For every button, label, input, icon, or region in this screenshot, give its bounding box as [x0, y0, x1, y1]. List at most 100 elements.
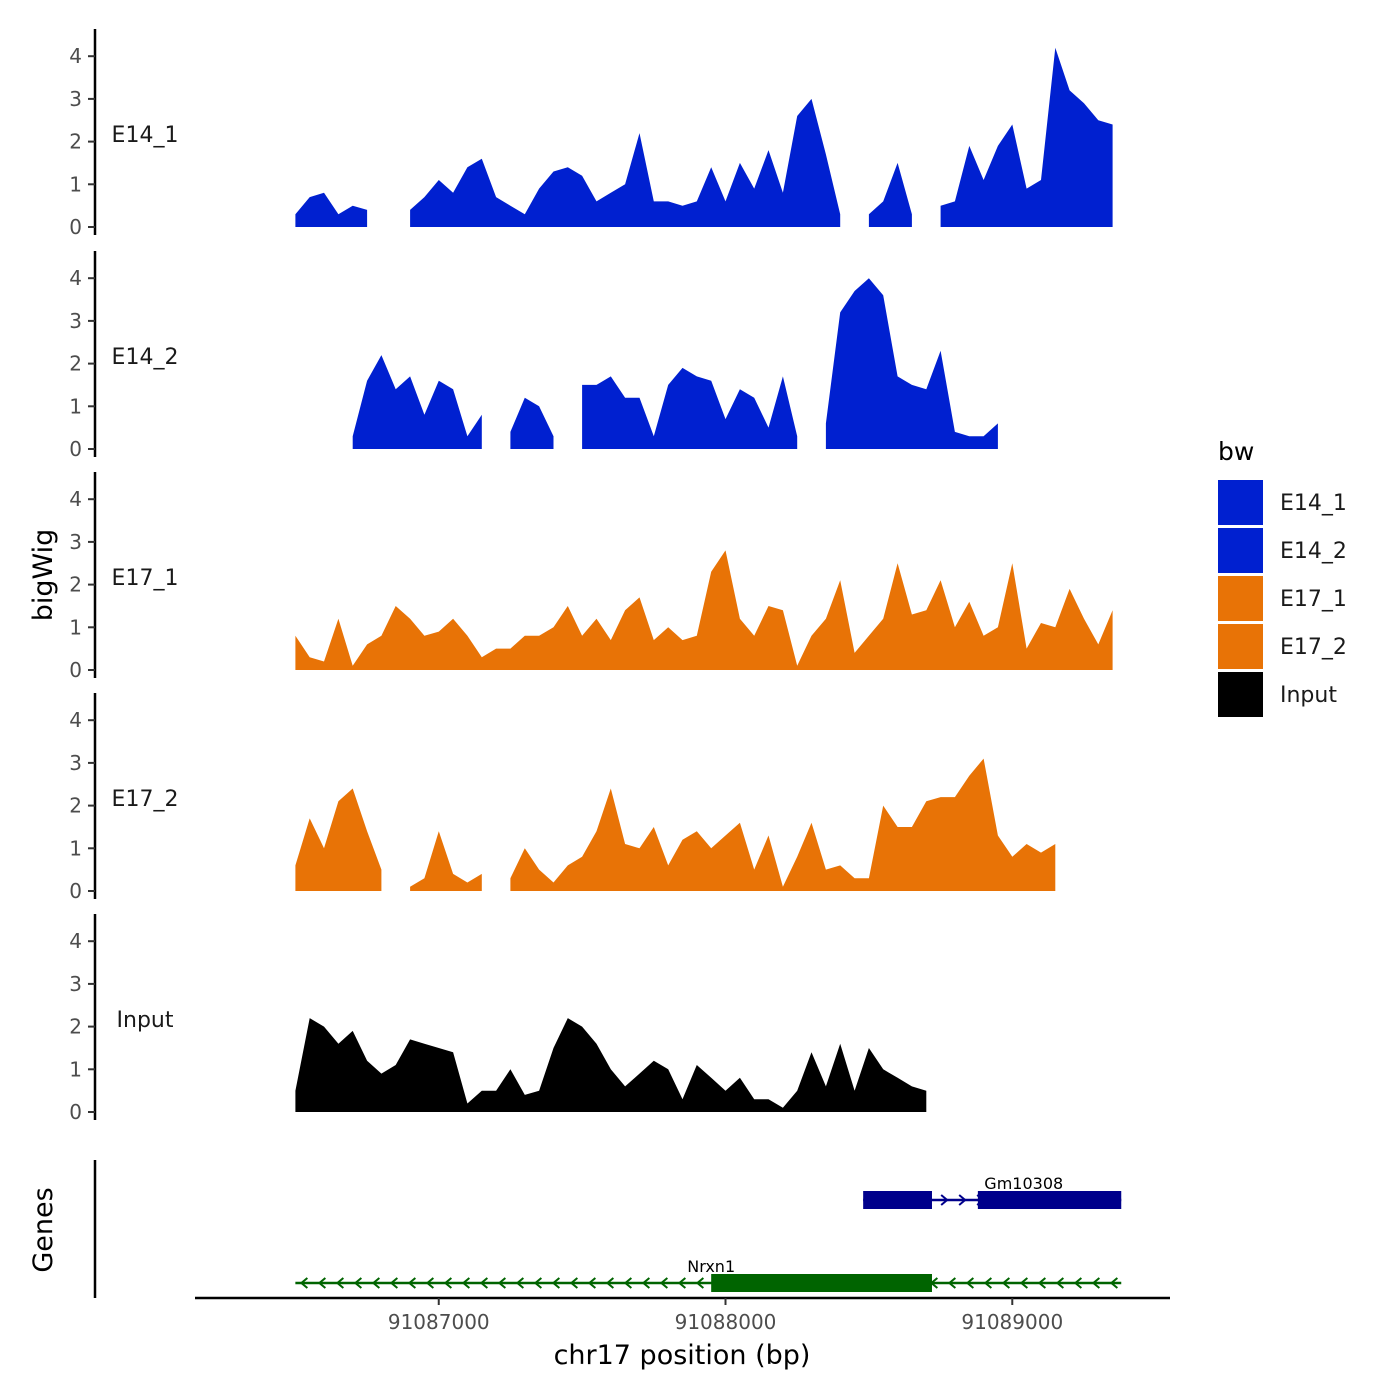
gene-label: Nrxn1	[687, 1257, 735, 1276]
gene-exon	[863, 1191, 932, 1209]
y-tick-label: 4	[69, 266, 82, 290]
signal-area-e17_2	[510, 758, 1056, 891]
strand-arrow	[461, 1277, 471, 1289]
legend-swatch	[1218, 672, 1263, 717]
strand-arrow	[569, 1277, 579, 1289]
track-label: E17_2	[112, 787, 179, 812]
gene-nrxn1: Nrxn1	[295, 1257, 1122, 1292]
strand-arrow	[587, 1277, 597, 1289]
track-input: 0 1 2 3 4 Input	[69, 914, 927, 1124]
y-tick-label: 1	[69, 615, 82, 639]
strand-arrow	[947, 1277, 957, 1289]
legend-item: E17_2	[1218, 624, 1347, 669]
track-label: E17_1	[112, 566, 179, 591]
y-tick-label: 2	[69, 794, 82, 818]
strand-arrow	[533, 1277, 543, 1289]
legend-swatch	[1218, 480, 1263, 525]
legend-swatch	[1218, 624, 1263, 669]
legend-swatch	[1218, 528, 1263, 573]
y-tick-label: 2	[69, 352, 82, 376]
track-e17_1: 0 1 2 3 4 E17_1	[69, 472, 1113, 682]
signal-area-e14_2	[582, 367, 798, 449]
y-tick-label: 3	[69, 309, 82, 333]
y-tick-label: 4	[69, 708, 82, 732]
legend-item: E14_2	[1218, 528, 1347, 573]
x-tick-label: 91088000	[675, 1310, 777, 1334]
strand-arrow	[497, 1277, 507, 1289]
signal-area-e14_1	[410, 98, 841, 228]
legend-label: E17_2	[1280, 635, 1347, 660]
legend-title: bw	[1218, 437, 1254, 466]
strand-arrow	[677, 1277, 687, 1289]
strand-arrow	[695, 1277, 705, 1289]
strand-arrow	[371, 1277, 381, 1289]
y-tick-label: 2	[69, 1015, 82, 1039]
y-tick-label: 1	[69, 394, 82, 418]
legend-item: Input	[1218, 672, 1337, 717]
strand-arrow	[1055, 1277, 1065, 1289]
strand-arrow	[659, 1277, 669, 1289]
signal-tracks: 0 1 2 3 4 E14_1 0 1 2 3 4 E14_2 0 1 2 3 4 E17_1 0 1 2 3 4 E17_2…	[69, 29, 1113, 1124]
strand-arrow	[1073, 1277, 1083, 1289]
y-tick-label: 0	[69, 879, 82, 903]
y-tick-label: 2	[69, 573, 82, 597]
strand-arrow	[515, 1277, 525, 1289]
legend-item: E17_1	[1218, 576, 1347, 621]
strand-arrow	[299, 1277, 309, 1289]
strand-arrow	[940, 1194, 949, 1206]
signal-area-e14_1	[295, 192, 368, 227]
gene-track: Gm10308 Nrxn1	[93, 1160, 1122, 1298]
x-axis: 91087000 91088000 91089000	[195, 1296, 1170, 1334]
strand-arrow	[1109, 1277, 1119, 1289]
gene-exon	[711, 1274, 932, 1292]
genes-title-group: Genes	[28, 1187, 59, 1272]
strand-arrow	[605, 1277, 615, 1289]
legend-item: E14_1	[1218, 480, 1347, 525]
gene-exon	[977, 1191, 1122, 1209]
strand-arrow	[443, 1277, 453, 1289]
track-label: E14_2	[112, 345, 179, 370]
strand-arrow	[641, 1277, 651, 1289]
signal-area-e17_2	[295, 788, 382, 891]
legend-label: Input	[1280, 683, 1337, 708]
track-e14_2: 0 1 2 3 4 E14_2	[69, 251, 998, 461]
y-tick-label: 4	[69, 44, 82, 68]
y-tick-label: 4	[69, 929, 82, 953]
strand-arrow	[1019, 1277, 1029, 1289]
y-tick-label: 2	[69, 130, 82, 154]
strand-arrow	[353, 1277, 363, 1289]
strand-arrow	[983, 1277, 993, 1289]
y-tick-label: 4	[69, 487, 82, 511]
x-axis-title: chr17 position (bp)	[554, 1340, 811, 1371]
strand-arrow	[1001, 1277, 1011, 1289]
strand-arrow	[335, 1277, 345, 1289]
x-tick-label: 91089000	[961, 1310, 1063, 1334]
y-tick-label: 3	[69, 87, 82, 111]
y-tick-label: 0	[69, 1100, 82, 1124]
strand-arrow	[1091, 1277, 1101, 1289]
track-e14_1: 0 1 2 3 4 E14_1	[69, 29, 1113, 239]
strand-arrow	[958, 1194, 967, 1206]
signal-area-e17_1	[295, 550, 1113, 670]
y-tick-label: 3	[69, 751, 82, 775]
strand-arrow	[407, 1277, 417, 1289]
signal-area-input	[295, 1018, 927, 1112]
signal-area-e14_2	[352, 355, 482, 449]
gene-gm10308: Gm10308	[863, 1174, 1122, 1209]
strand-arrow	[479, 1277, 489, 1289]
strand-arrow	[317, 1277, 327, 1289]
y-tick-label: 0	[69, 658, 82, 682]
signal-area-e17_2	[410, 831, 482, 891]
strand-arrow	[425, 1277, 435, 1289]
y-tick-label: 3	[69, 530, 82, 554]
legend-label: E14_2	[1280, 539, 1347, 564]
strand-arrow	[389, 1277, 399, 1289]
y-tick-label: 1	[69, 172, 82, 196]
y-axis-title: bigWig	[28, 529, 59, 622]
genes-axis-title: Genes	[28, 1187, 59, 1272]
strand-arrow	[551, 1277, 561, 1289]
legend-label: E14_1	[1280, 491, 1347, 516]
signal-area-e14_2	[825, 278, 998, 449]
track-label: Input	[117, 1008, 174, 1033]
